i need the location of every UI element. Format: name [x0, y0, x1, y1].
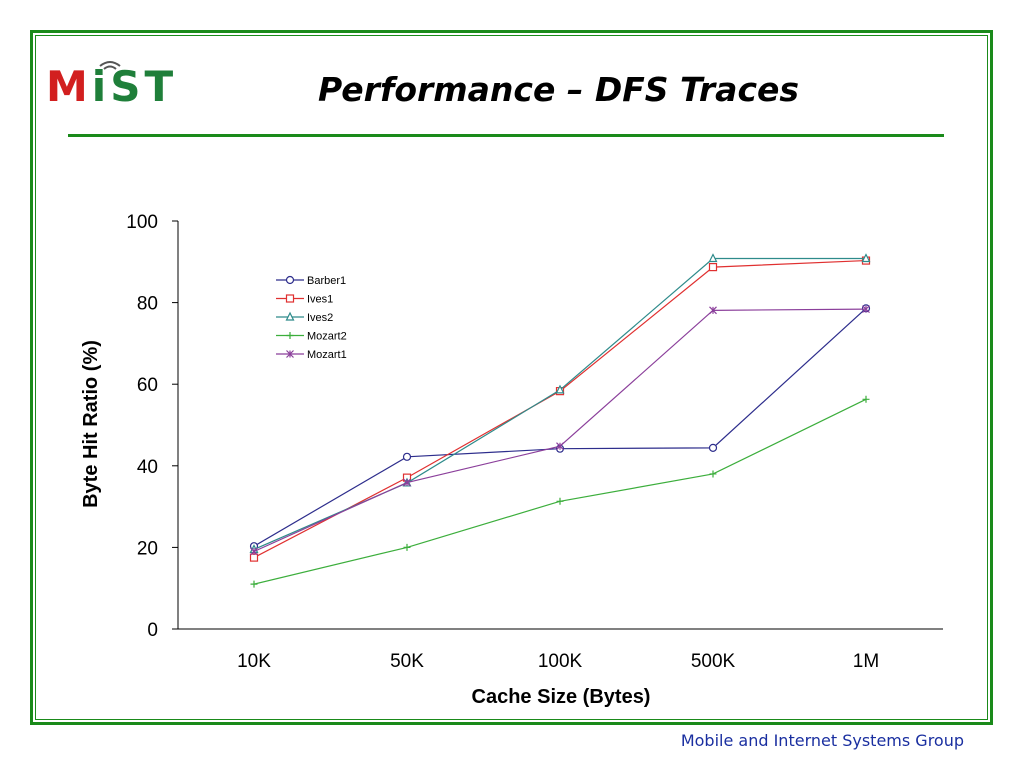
- data-point-barber1: [402, 452, 412, 461]
- data-point-ives1: [249, 553, 259, 562]
- mist-logo: MiST: [46, 61, 178, 111]
- data-point-ives2: [708, 253, 718, 263]
- data-point-mozart2: [556, 497, 564, 505]
- logo-letter-m: M: [46, 62, 92, 111]
- data-point-mozart1: [250, 547, 258, 556]
- legend-label: Ives2: [307, 312, 333, 324]
- y-tick-label: 20: [137, 538, 158, 559]
- data-point-mozart2: [862, 395, 870, 403]
- y-tick-label: 60: [137, 375, 158, 396]
- legend-marker: [286, 350, 294, 358]
- x-tick-label: 50K: [390, 651, 424, 672]
- data-point-mozart1: [862, 305, 870, 314]
- y-axis-title: Byte Hit Ratio (%): [80, 340, 102, 508]
- legend-label: Mozart1: [307, 349, 347, 361]
- y-tick-label: 100: [126, 212, 158, 233]
- legend-marker: [285, 294, 295, 303]
- y-tick-label: 80: [137, 294, 158, 315]
- x-tick-label: 1M: [853, 651, 879, 672]
- footer-text: Mobile and Internet Systems Group: [680, 731, 964, 750]
- series-line-ives2: [253, 257, 866, 550]
- legend-label: Barber1: [307, 275, 346, 287]
- slide-frame-outer: [30, 30, 993, 725]
- logo-letters-st: ST: [110, 62, 178, 111]
- data-point-ives2: [861, 253, 871, 263]
- page-title: Performance – DFS Traces: [318, 70, 800, 109]
- series-line-ives1: [253, 259, 867, 559]
- x-tick-label: 10K: [237, 651, 271, 672]
- y-tick-label: 0: [147, 620, 158, 641]
- data-point-mozart1: [556, 442, 564, 451]
- legend-label: Ives1: [307, 294, 333, 306]
- data-point-ives2: [555, 384, 565, 394]
- series-line-mozart2: [253, 398, 867, 585]
- legend-label: Mozart2: [307, 331, 347, 343]
- legend-marker: [285, 275, 295, 285]
- legend-marker: [286, 332, 294, 339]
- data-point-ives1: [708, 263, 718, 272]
- title-rule: [68, 134, 944, 137]
- series-line-mozart1: [253, 308, 867, 553]
- x-axis-title: Cache Size (Bytes): [472, 686, 651, 708]
- data-point-mozart2: [403, 543, 411, 551]
- data-point-mozart2: [250, 580, 258, 588]
- x-tick-label: 500K: [691, 651, 736, 672]
- data-point-mozart1: [709, 306, 717, 315]
- legend-marker: [285, 311, 295, 321]
- data-point-barber1: [708, 443, 718, 452]
- data-point-mozart1: [403, 478, 411, 487]
- data-point-mozart2: [709, 470, 717, 478]
- x-tick-label: 100K: [538, 651, 583, 672]
- slide-frame-inner: [35, 35, 988, 720]
- wifi-icon: [99, 61, 121, 70]
- y-tick-label: 40: [137, 457, 158, 478]
- logo-letter-i: i: [91, 62, 111, 111]
